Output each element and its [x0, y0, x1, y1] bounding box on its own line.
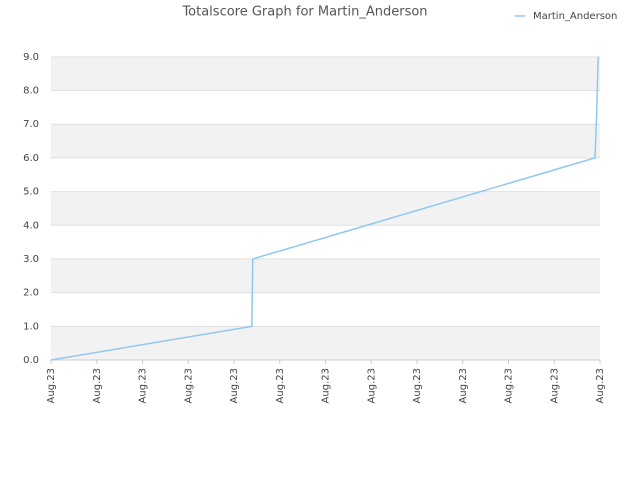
y-tick-label: 6.0 — [23, 153, 39, 164]
series-line — [50, 56, 599, 361]
x-tick-label: Aug.23 — [46, 368, 57, 403]
band — [51, 90, 600, 125]
band — [51, 225, 600, 259]
band — [51, 258, 600, 293]
x-tick-label: Aug.23 — [92, 368, 103, 403]
band — [51, 326, 600, 360]
y-tick-label: 4.0 — [23, 220, 39, 231]
band — [51, 40, 600, 57]
band — [51, 157, 600, 192]
y-tick-label: 5.0 — [23, 187, 39, 198]
x-tick-label: Aug.23 — [366, 368, 377, 403]
y-tick-label: 2.0 — [23, 288, 39, 299]
x-tick-label: Aug.23 — [321, 368, 332, 403]
y-tick-label: 8.0 — [23, 86, 39, 97]
x-tick-label: Aug.23 — [549, 368, 560, 403]
x-tick-label: Aug.23 — [458, 368, 469, 403]
x-tick-label: Aug.23 — [504, 368, 515, 403]
chart-title: Totalscore Graph for Martin_Anderson — [181, 5, 427, 20]
x-tick-label: Aug.23 — [183, 368, 194, 403]
x-tick-label: Aug.23 — [275, 368, 286, 403]
band — [51, 292, 600, 327]
band — [51, 191, 600, 226]
band — [51, 124, 600, 158]
x-tick-label: Aug.23 — [595, 368, 606, 403]
band — [51, 56, 600, 91]
x-tick-label: Aug.23 — [229, 368, 240, 403]
y-tick-label: 7.0 — [23, 119, 39, 130]
x-tick-label: Aug.23 — [412, 368, 423, 403]
y-tick-label: 3.0 — [23, 254, 39, 265]
legend-label: Martin_Anderson — [533, 11, 617, 22]
y-tick-label: 0.0 — [23, 355, 39, 366]
y-tick-label: 1.0 — [23, 321, 39, 332]
y-tick-label: 9.0 — [23, 52, 39, 63]
x-tick-label: Aug.23 — [138, 368, 149, 403]
